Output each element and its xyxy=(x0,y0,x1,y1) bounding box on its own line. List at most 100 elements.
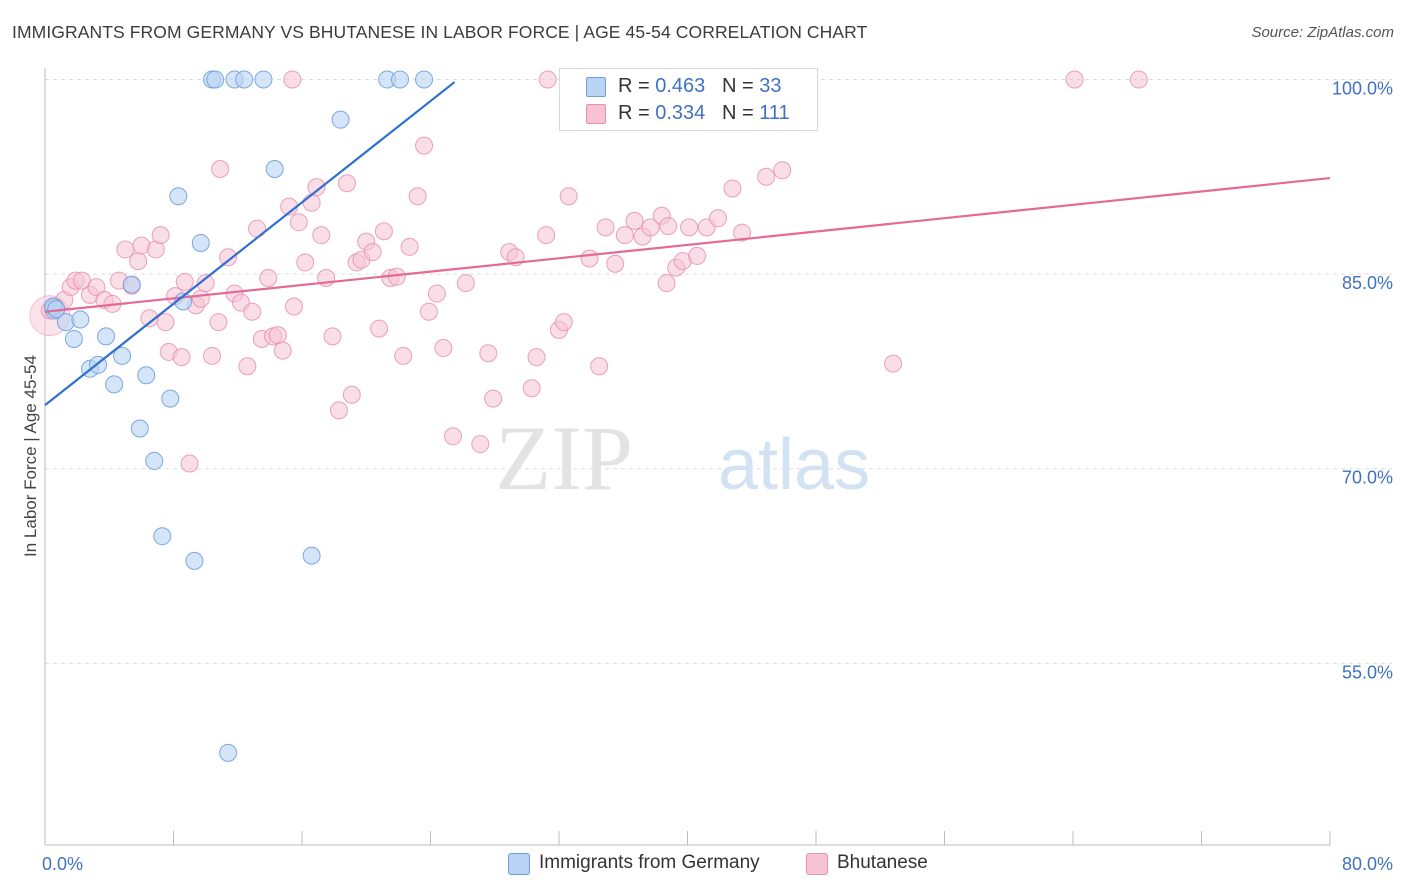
x-tick-label: 80.0% xyxy=(1342,854,1393,874)
data-point xyxy=(137,366,156,385)
data-point xyxy=(283,70,302,89)
data-point xyxy=(268,326,287,345)
data-point xyxy=(415,136,434,155)
data-point xyxy=(129,252,148,271)
data-point xyxy=(419,302,438,321)
trend-lines xyxy=(44,81,1331,407)
data-point xyxy=(709,209,728,228)
data-point xyxy=(363,243,382,262)
data-point xyxy=(312,226,331,245)
watermark-zip: ZIP xyxy=(495,407,633,509)
y-tick-label: 70.0% xyxy=(1342,468,1393,488)
data-point xyxy=(323,327,342,346)
legend-text-pink: R = 0.334 N = 111 xyxy=(618,102,790,125)
data-point xyxy=(434,339,453,358)
data-point xyxy=(219,248,238,267)
data-point xyxy=(625,211,644,230)
data-point xyxy=(537,226,556,245)
legend-r-value: 0.463 xyxy=(655,75,706,97)
legend-n-label: N = xyxy=(721,75,760,97)
chart-title: IMMIGRANTS FROM GERMANY VS BHUTANESE IN … xyxy=(12,22,868,42)
y-tick-label: 55.0% xyxy=(1342,662,1393,682)
data-point xyxy=(105,375,124,394)
data-point xyxy=(443,427,462,446)
data-point xyxy=(484,389,503,408)
data-point xyxy=(211,159,230,178)
data-point xyxy=(415,70,434,89)
data-point xyxy=(688,246,707,265)
data-point xyxy=(680,218,699,237)
data-point xyxy=(122,275,141,294)
data-point xyxy=(641,218,660,237)
data-point xyxy=(884,354,903,373)
data-point xyxy=(151,226,170,245)
data-point xyxy=(156,313,175,332)
legend-swatch-germany xyxy=(508,853,530,875)
data-point xyxy=(219,743,238,762)
data-point xyxy=(733,223,752,242)
data-point xyxy=(196,274,215,293)
data-point xyxy=(471,435,490,454)
data-point xyxy=(337,174,356,193)
series-immigrants-from-germany xyxy=(44,70,434,762)
data-point xyxy=(370,319,389,338)
y-tick-label: 100.0% xyxy=(1332,78,1393,98)
data-point xyxy=(580,249,599,268)
source-label: Source: ZipAtlas.com xyxy=(1251,24,1394,41)
data-point xyxy=(527,348,546,367)
data-point xyxy=(538,70,557,89)
data-point xyxy=(554,313,573,332)
watermark-atlas: atlas xyxy=(718,425,870,505)
legend-text-blue: R = 0.463 N = 33 xyxy=(618,75,781,98)
data-point xyxy=(479,344,498,363)
data-point xyxy=(615,226,634,245)
data-point xyxy=(161,389,180,408)
data-point xyxy=(185,551,204,570)
legend-swatch-bhutanese xyxy=(806,853,828,875)
legend-r-label: R = xyxy=(618,75,656,97)
data-point xyxy=(180,454,199,473)
trend-line-germany xyxy=(44,81,456,407)
data-point xyxy=(254,70,273,89)
data-point xyxy=(342,385,361,404)
data-point xyxy=(1065,70,1084,89)
legend-n-value: 111 xyxy=(759,102,790,124)
legend-swatch-blue xyxy=(586,77,606,97)
data-point xyxy=(191,233,210,252)
data-point xyxy=(590,357,609,376)
data-point xyxy=(243,302,262,321)
y-tick-label: 85.0% xyxy=(1342,273,1393,293)
x-tick-label: 0.0% xyxy=(42,854,83,874)
correlation-legend: R = 0.463 N = 33 R = 0.334 N = 111 xyxy=(559,68,818,131)
data-point xyxy=(97,327,116,346)
data-point xyxy=(209,313,228,332)
data-point xyxy=(172,348,191,367)
data-point xyxy=(456,274,475,293)
data-point xyxy=(87,278,106,297)
y-axis-label: In Labor Force | Age 45-54 xyxy=(21,355,40,557)
data-point xyxy=(408,187,427,206)
data-point xyxy=(175,272,194,291)
data-point xyxy=(273,341,292,360)
legend-label-bhutanese: Bhutanese xyxy=(837,852,928,873)
data-point xyxy=(723,179,742,198)
data-point xyxy=(522,379,541,398)
data-point xyxy=(329,401,348,420)
data-point xyxy=(400,237,419,256)
data-point xyxy=(238,357,257,376)
data-point xyxy=(284,297,303,316)
legend-r-value: 0.334 xyxy=(655,102,706,124)
data-point xyxy=(757,167,776,186)
data-point xyxy=(235,70,254,89)
legend-label-germany: Immigrants from Germany xyxy=(539,852,760,873)
legend-n-label: N = xyxy=(721,102,760,124)
data-point xyxy=(374,222,393,241)
data-point xyxy=(390,70,409,89)
data-point xyxy=(296,253,315,272)
data-point xyxy=(307,178,326,197)
data-point xyxy=(773,161,792,180)
data-point xyxy=(71,310,90,329)
data-point xyxy=(659,217,678,236)
data-point xyxy=(206,70,225,89)
